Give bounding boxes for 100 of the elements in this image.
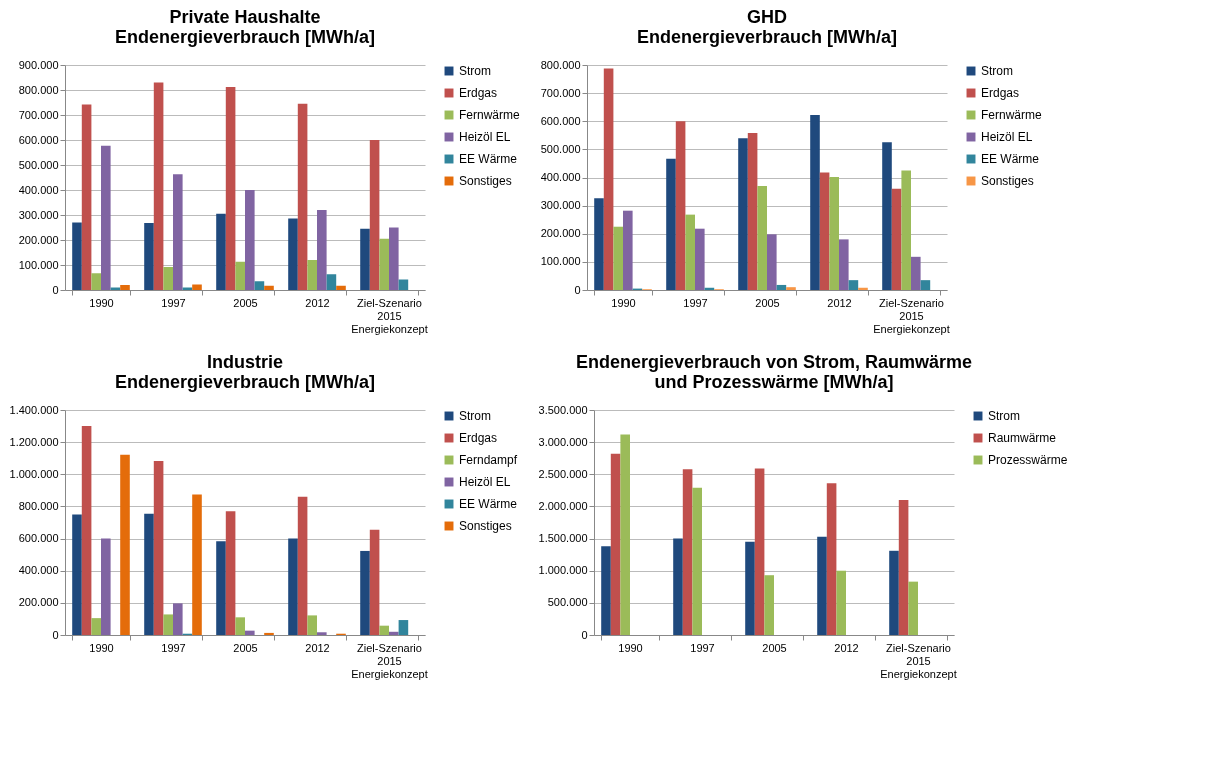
bar — [889, 550, 899, 635]
bar — [898, 500, 909, 635]
y-tick-label: 0 — [581, 628, 588, 641]
bar — [848, 280, 859, 290]
bar — [747, 133, 758, 290]
bar — [288, 218, 298, 290]
y-tick-label: 200.000 — [540, 227, 581, 240]
bar — [623, 210, 633, 290]
bar — [682, 469, 693, 635]
legend-label: Strom — [981, 64, 1014, 78]
bar — [225, 511, 236, 635]
x-tick-label: 1990 — [611, 296, 636, 309]
bar — [389, 227, 399, 290]
bar — [379, 625, 389, 635]
bar — [72, 222, 82, 290]
bar — [738, 138, 748, 290]
legend-label: Ferndampf — [459, 453, 518, 467]
bar — [326, 274, 337, 290]
y-tick-label: 700.000 — [18, 108, 59, 121]
bar — [235, 617, 245, 635]
legend-label: Fernwärme — [981, 108, 1043, 122]
bar — [81, 104, 92, 290]
bar — [601, 546, 611, 635]
y-tick-label: 700.000 — [540, 86, 581, 99]
bar — [901, 170, 911, 290]
bar — [620, 434, 630, 635]
bar — [836, 570, 846, 635]
y-tick-label: 1.000.000 — [9, 467, 59, 480]
y-tick-label: 600.000 — [18, 532, 59, 545]
bar — [216, 213, 226, 290]
legend-label: Heizöl EL — [459, 130, 511, 144]
bar — [826, 483, 837, 635]
bar — [173, 603, 183, 635]
legend-label: Erdgas — [981, 86, 1020, 100]
legend-label: Fernwärme — [459, 108, 521, 122]
y-tick-label: 2.000.000 — [538, 499, 588, 512]
bar — [101, 538, 111, 635]
y-tick-label: 800.000 — [540, 58, 581, 71]
x-tick-label: 2005 — [755, 296, 780, 309]
bar — [72, 514, 82, 635]
legend-label: Sonstiges — [459, 519, 512, 533]
y-tick-label: 200.000 — [18, 233, 59, 246]
chart-title: Endenergieverbrauch von Strom, Raumwärme und Prozesswärme [MWh/a] — [575, 352, 973, 392]
bar — [767, 234, 777, 290]
y-tick-label: 100.000 — [18, 258, 59, 271]
bar — [692, 487, 702, 635]
bar — [245, 630, 255, 635]
bar — [858, 287, 868, 290]
bar — [369, 140, 380, 290]
bar — [920, 280, 931, 290]
legend-label: Heizöl EL — [459, 475, 511, 489]
legend-label: Heizöl EL — [981, 130, 1033, 144]
legend-label: Strom — [459, 64, 492, 78]
bar — [891, 188, 902, 290]
bar — [613, 226, 623, 290]
y-tick-label: 500.000 — [547, 596, 588, 609]
y-tick-label: 3.500.000 — [538, 403, 588, 416]
legend-label: Sonstiges — [459, 174, 512, 188]
y-tick-label: 1.500.000 — [538, 532, 588, 545]
y-tick-label: 2.500.000 — [538, 467, 588, 480]
bar — [288, 538, 298, 635]
chart-title: Industrie Endenergieverbrauch [MWh/a] — [114, 352, 376, 392]
bar — [144, 223, 154, 290]
bar — [810, 115, 820, 290]
bar — [673, 538, 683, 635]
bar — [216, 541, 226, 635]
bar — [369, 529, 380, 635]
bar — [594, 198, 604, 290]
bar — [91, 618, 101, 635]
x-tick-label: 2005 — [762, 641, 787, 654]
bar — [173, 174, 183, 290]
x-tick-label: 1990 — [89, 296, 114, 309]
y-tick-label: 0 — [574, 283, 581, 296]
legend-label: Erdgas — [459, 431, 498, 445]
bar — [264, 285, 274, 290]
x-tick-label: 1997 — [683, 296, 708, 309]
y-tick-label: 400.000 — [18, 183, 59, 196]
bar — [757, 185, 767, 290]
bar — [360, 228, 370, 290]
x-tick-label: Ziel-Szenario 2015 Energiekonzept — [880, 641, 957, 680]
bar — [786, 287, 796, 290]
legend-label: Erdgas — [459, 86, 498, 100]
x-tick-label: 1997 — [161, 641, 186, 654]
legend-label: EE Wärme — [459, 152, 518, 166]
y-tick-label: 300.000 — [18, 208, 59, 221]
chart-title: Private Haushalte Endenergieverbrauch [MWh/a] — [114, 7, 376, 47]
bar — [153, 460, 164, 635]
bar — [829, 176, 839, 290]
bar — [610, 453, 621, 635]
y-tick-label: 200.000 — [18, 596, 59, 609]
y-tick-label: 1.200.000 — [9, 435, 59, 448]
bar — [297, 103, 308, 290]
bar — [192, 284, 202, 290]
y-tick-label: 0 — [52, 283, 59, 296]
bar — [307, 260, 317, 290]
bar — [235, 261, 245, 290]
bar — [144, 513, 154, 635]
bar — [839, 239, 849, 290]
bar — [101, 145, 111, 290]
bar — [192, 494, 202, 635]
